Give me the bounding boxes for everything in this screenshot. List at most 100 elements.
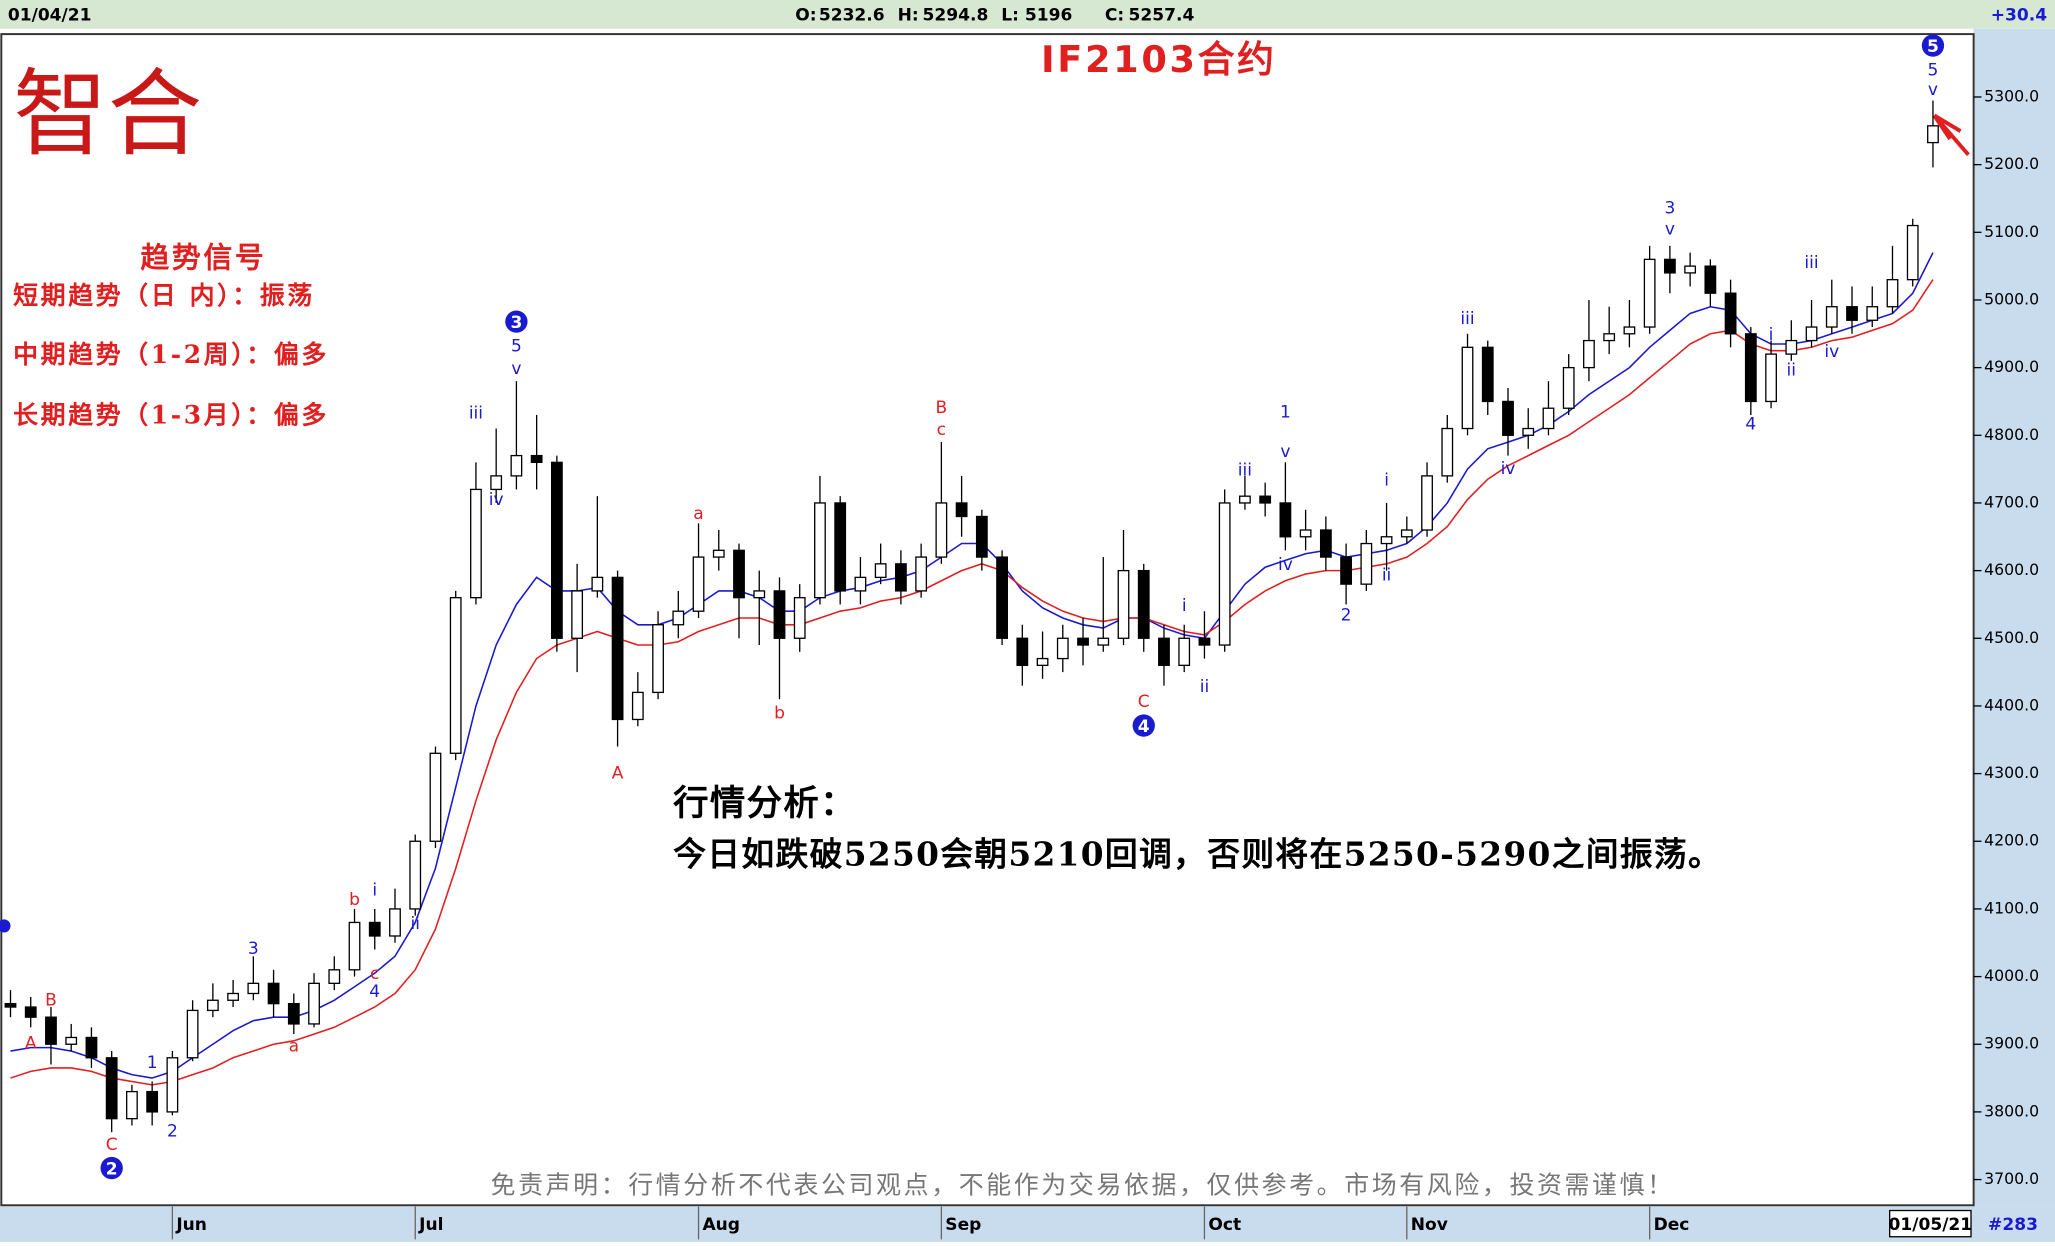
wave-text: ii	[1200, 677, 1209, 697]
wave-text: v	[1665, 220, 1675, 240]
wave-label: iv	[489, 490, 504, 510]
candle-body	[1927, 125, 1939, 144]
wave-text: 5	[1928, 61, 1939, 81]
x-tick-label: Aug	[702, 1215, 740, 1235]
wave-text: v	[1280, 442, 1290, 462]
ohlc-label: O:	[795, 6, 816, 26]
candle-body	[672, 610, 685, 626]
candle-body	[1400, 529, 1413, 538]
candle-body	[206, 999, 219, 1012]
candle-body	[1704, 265, 1717, 294]
candle-body	[389, 908, 401, 937]
candle-body	[1117, 569, 1130, 639]
wave-label: iii	[1238, 460, 1252, 480]
wave-label: 2	[167, 1122, 178, 1142]
wave-label: 5	[1921, 34, 1945, 57]
wave-label: b	[774, 703, 785, 723]
chart-title: IF2103合约	[1041, 38, 1276, 81]
wave-text: 1	[147, 1053, 158, 1073]
y-tick-label: 4000.0	[1984, 966, 2039, 985]
signal-row: 长期趋势（1-3月）：偏多	[13, 401, 329, 430]
wave-circle	[1921, 34, 1945, 57]
candle-body	[1137, 569, 1150, 639]
candle-body	[1866, 306, 1879, 321]
candle-body	[1724, 292, 1737, 335]
candle-body	[1623, 326, 1636, 335]
y-tick-label: 4800.0	[1984, 425, 2039, 444]
moving-average-line	[10, 279, 1934, 1086]
x-tick-label: Oct	[1208, 1215, 1241, 1235]
candle-body	[45, 1016, 57, 1045]
y-tick-label: 4500.0	[1984, 628, 2039, 647]
wave-label: b	[349, 890, 360, 910]
wave-text: a	[693, 504, 703, 524]
y-tick-label: 4900.0	[1984, 357, 2039, 376]
candle-body	[1663, 258, 1676, 274]
candle-body	[975, 515, 988, 558]
candle-body	[267, 982, 280, 1005]
wave-text: 3	[510, 313, 522, 333]
wave-label: C	[1138, 692, 1150, 712]
wave-text: 4	[1138, 717, 1150, 737]
candle-body	[1684, 265, 1697, 274]
wave-text: b	[349, 890, 360, 910]
wave-text: i	[1182, 596, 1187, 616]
wave-text: i	[1769, 325, 1774, 345]
wave-text: B	[936, 398, 948, 418]
wave-text: iii	[1460, 309, 1474, 329]
wave-text: v	[511, 359, 521, 379]
candle-body	[1239, 495, 1251, 504]
candle-body	[1360, 542, 1373, 585]
wave-circle	[100, 1156, 123, 1180]
candle-body	[894, 563, 907, 592]
candle-body	[1056, 637, 1069, 660]
wave-text: c	[370, 964, 379, 984]
wave-text: 5	[1927, 37, 1939, 57]
y-tick-label: 3800.0	[1984, 1101, 2039, 1120]
candle-body	[915, 556, 928, 592]
candle-body	[733, 549, 745, 599]
candle-body	[1279, 502, 1292, 538]
y-tick-label: 5000.0	[1984, 289, 2039, 308]
candle-body	[1259, 495, 1272, 504]
candle-body	[1097, 637, 1110, 646]
candle-body	[692, 556, 705, 612]
signal-row: 短期趋势（日 内）：振荡	[13, 281, 315, 310]
wave-text: 2	[1341, 605, 1352, 625]
candle-body	[996, 556, 1008, 639]
wave-label: 3	[1664, 199, 1675, 219]
candle-body	[449, 597, 462, 754]
candle-body	[1805, 326, 1818, 342]
wave-label: A	[612, 764, 624, 784]
y-tick-label: 5200.0	[1984, 154, 2039, 173]
wave-text: iv	[1501, 459, 1516, 479]
candle-body	[753, 590, 766, 599]
y-tick-label: 4100.0	[1984, 898, 2039, 917]
candle-body	[1502, 400, 1514, 436]
wave-circle	[505, 310, 528, 333]
wave-text: 2	[106, 1159, 118, 1179]
candle-body	[490, 475, 503, 491]
wave-text: A	[612, 764, 624, 784]
wave-label: ii	[1200, 677, 1209, 697]
candle-body	[652, 624, 664, 694]
x-tick-label: Sep	[945, 1215, 981, 1235]
candle-body	[1643, 258, 1656, 328]
candle-body	[1158, 637, 1170, 666]
candle-body	[1886, 279, 1899, 308]
wave-label: a	[693, 504, 703, 524]
candle-body	[1421, 475, 1433, 531]
candle-body	[24, 1006, 37, 1018]
wave-label: iii	[1460, 309, 1474, 329]
candle-body	[308, 982, 320, 1025]
end-date-box	[1888, 1209, 1972, 1238]
wave-text: iv	[1824, 342, 1839, 362]
candle-body	[1744, 333, 1757, 403]
candle-body	[631, 691, 644, 721]
wave-label: B	[45, 990, 57, 1010]
candle-body	[328, 969, 341, 985]
wave-text: v	[1928, 80, 1938, 100]
wave-label: 1	[147, 1053, 158, 1073]
wave-text: c	[937, 420, 946, 440]
candle-body	[429, 752, 442, 842]
